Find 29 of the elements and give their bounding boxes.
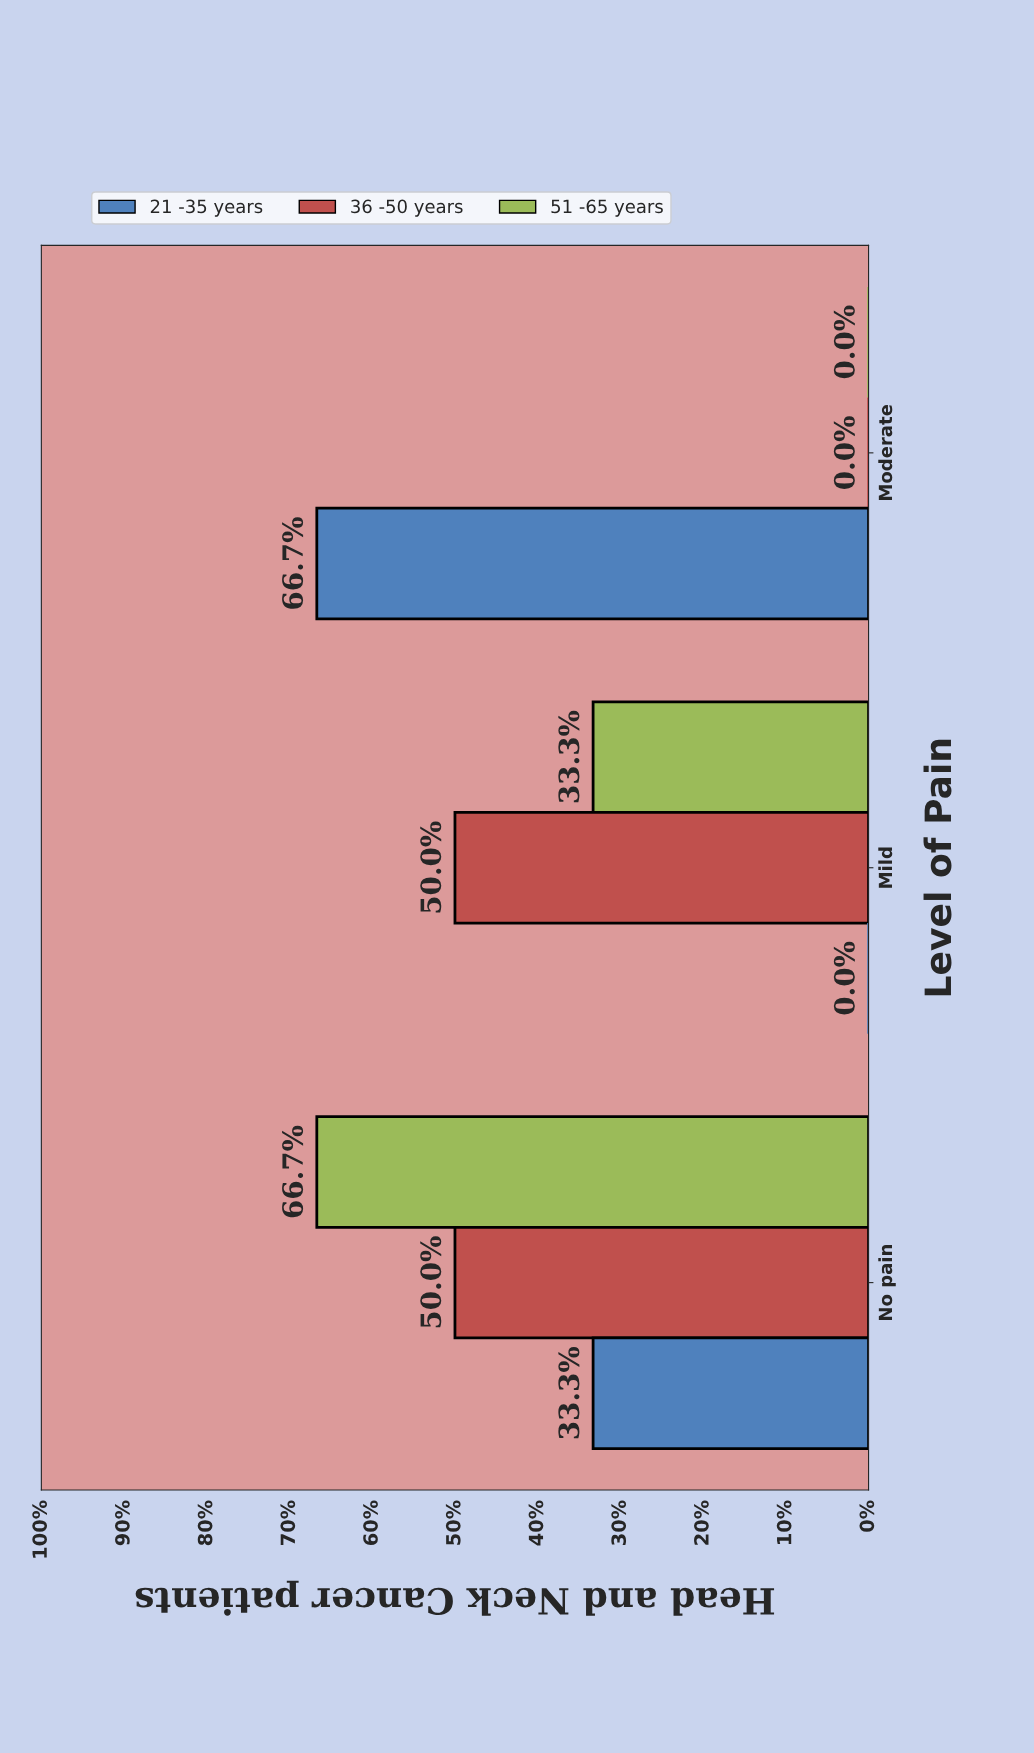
data-label: 33.3% <box>558 710 580 803</box>
y-tick-label: Mild <box>878 847 893 888</box>
data-label: 33.3% <box>558 1346 580 1439</box>
x-tick-label: 40% <box>528 1500 544 1546</box>
x-tick-label: 30% <box>611 1500 627 1546</box>
legend-label: 21 -35 years <box>150 199 263 217</box>
y-tick-label: No pain <box>878 1245 896 1320</box>
data-label: 66.7% <box>282 1125 304 1218</box>
y-tick-label: Moderate <box>878 404 893 500</box>
data-label: 50.0% <box>420 1236 442 1328</box>
x-axis-title: Head and Neck Cancer patients <box>135 1580 775 1616</box>
data-label: 50.0% <box>420 821 442 913</box>
x-tick-label: 90% <box>115 1500 130 1546</box>
x-tick-label: 50% <box>445 1500 461 1545</box>
data-label: 0.0% <box>833 941 855 1015</box>
legend-label: 51 -65 years <box>551 199 663 217</box>
y-axis-title: Level of Pain <box>923 739 952 996</box>
data-label: 0.0% <box>833 305 855 379</box>
legend-label: 36 -50 years <box>351 199 463 217</box>
x-tick-label: 10% <box>776 1500 792 1545</box>
data-label: 0.0% <box>833 416 855 489</box>
x-tick-label: 60% <box>363 1500 378 1546</box>
x-tick-label: 80% <box>197 1500 213 1546</box>
x-tick-label: 70% <box>280 1500 296 1546</box>
x-tick-label: 20% <box>694 1500 709 1545</box>
data-label: 66.7% <box>282 517 304 609</box>
x-tick-label: 100% <box>32 1500 47 1558</box>
x-tick-label: 0% <box>859 1500 875 1532</box>
bar <box>315 506 869 621</box>
